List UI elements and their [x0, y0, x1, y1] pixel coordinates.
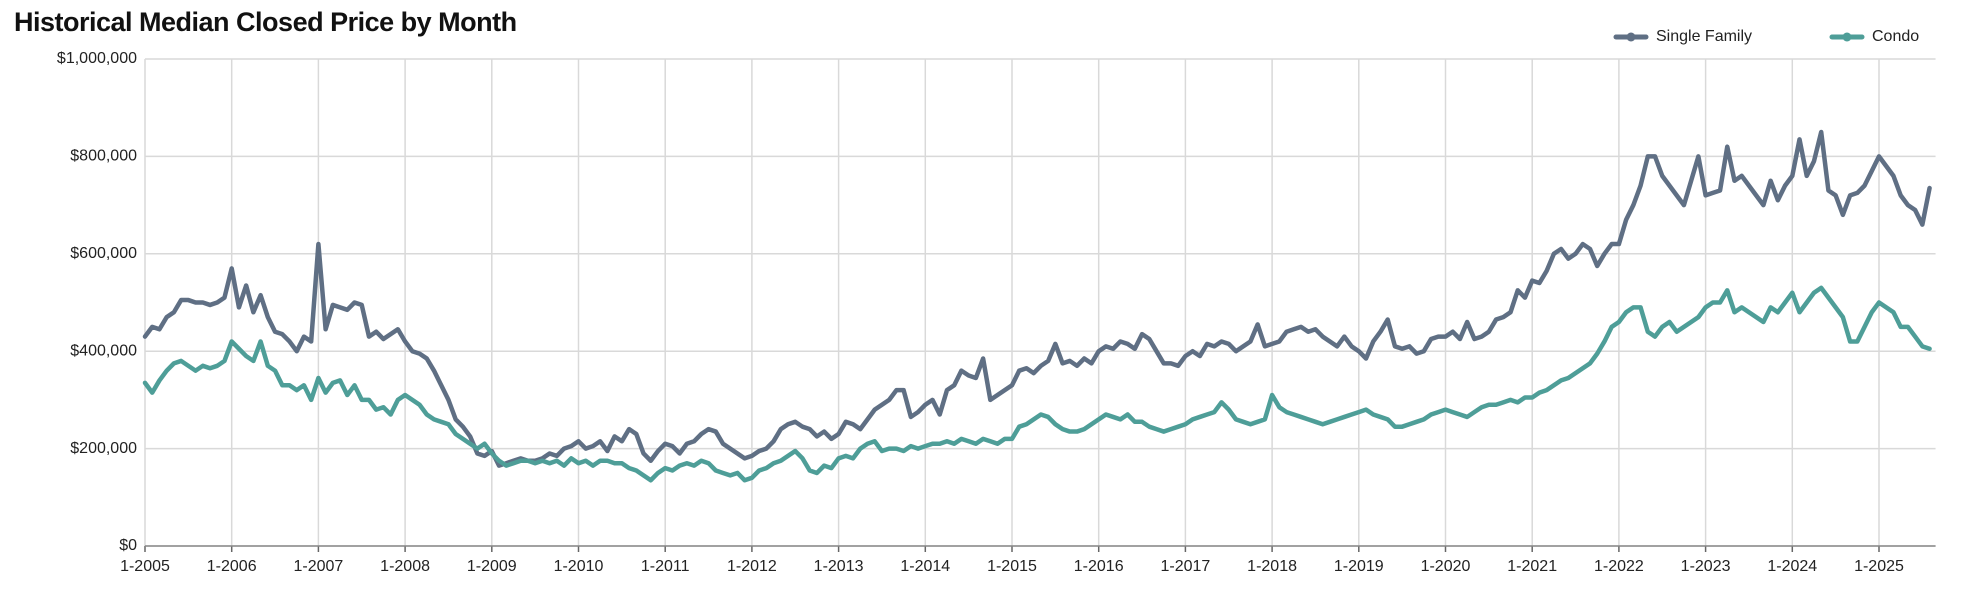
x-tick-label: 1-2017	[1160, 558, 1210, 575]
x-tick-label: 1-2024	[1767, 558, 1817, 575]
y-tick-label: $600,000	[70, 245, 137, 262]
y-tick-label: $400,000	[70, 342, 137, 359]
x-tick-label: 1-2009	[467, 558, 517, 575]
y-tick-label: $0	[119, 537, 137, 554]
x-tick-label: 1-2005	[120, 558, 170, 575]
x-tick-label: 1-2013	[814, 558, 864, 575]
x-tick-label: 1-2015	[987, 558, 1037, 575]
legend-label: Condo	[1872, 28, 1919, 45]
series-line	[142, 285, 1932, 483]
x-tick-label: 1-2020	[1421, 558, 1471, 575]
legend-swatch-dot	[1842, 32, 1852, 42]
legend-label: Single Family	[1656, 28, 1752, 45]
x-tick-label: 1-2018	[1247, 558, 1297, 575]
legend-swatch-dot	[1626, 32, 1636, 42]
x-tick-label: 1-2025	[1854, 558, 1904, 575]
x-tick-label: 1-2012	[727, 558, 777, 575]
x-tick-label: 1-2022	[1594, 558, 1644, 575]
chart-title: Historical Median Closed Price by Month	[14, 7, 517, 37]
x-tick-label: 1-2006	[207, 558, 257, 575]
x-tick-label: 1-2021	[1507, 558, 1557, 575]
x-tick-label: 1-2023	[1681, 558, 1731, 575]
series-line	[142, 129, 1932, 468]
y-tick-label: $800,000	[70, 148, 137, 165]
y-tick-label: $200,000	[70, 440, 137, 457]
x-tick-label: 1-2014	[900, 558, 950, 575]
x-tick-label: 1-2011	[641, 558, 690, 575]
y-tick-label: $1,000,000	[57, 50, 137, 67]
x-tick-label: 1-2016	[1074, 558, 1124, 575]
x-tick-label: 1-2008	[380, 558, 430, 575]
x-tick-label: 1-2007	[293, 558, 343, 575]
x-tick-label: 1-2010	[554, 558, 604, 575]
x-tick-label: 1-2019	[1334, 558, 1384, 575]
